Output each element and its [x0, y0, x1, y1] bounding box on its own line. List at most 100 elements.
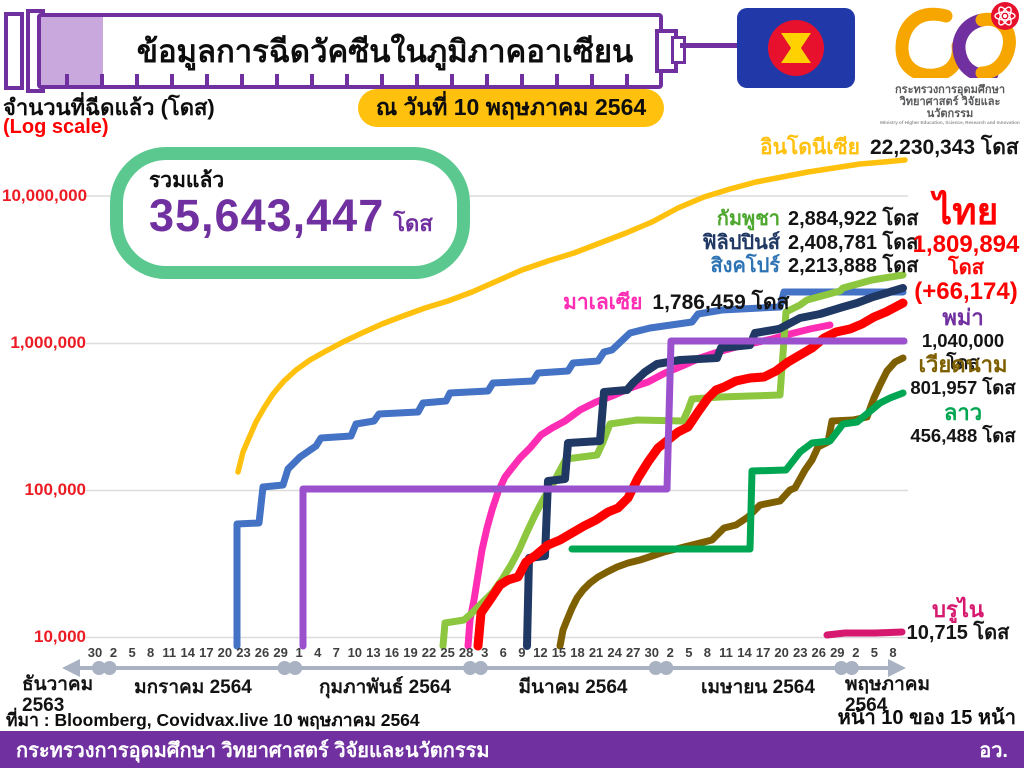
ministry-logo: กระทรวงการอุดมศึกษา วิทยาศาสตร์ วิจัยและ…: [878, 2, 1022, 125]
axis-month-dot: [92, 661, 106, 675]
total-doses-box: รวมแล้ว 35,643,447 โดส: [110, 147, 470, 279]
x-tick-day: 30: [87, 645, 103, 660]
line-thailand: [473, 298, 908, 651]
x-tick-day: 12: [533, 645, 548, 660]
x-tick-day: 16: [384, 645, 400, 660]
thailand-name: ไทย: [933, 191, 999, 232]
asean-flag: [737, 8, 855, 88]
x-tick-day: 15: [551, 645, 567, 660]
axis-month-dot: [473, 661, 488, 675]
laos-value: 456,488 โดส: [910, 425, 1016, 446]
x-tick-day: 9: [518, 645, 526, 660]
as-of-date-badge: ณ วันที่ 10 พฤษภาคม 2564: [358, 89, 664, 127]
myanmar-value: 1,040,000 โดส: [921, 330, 1005, 373]
month-may-2564: พฤษภาคม 2564: [845, 674, 930, 716]
x-tick-day: 23: [236, 645, 251, 660]
axis-month-dot: [648, 661, 663, 675]
x-axis-right-arrow: [888, 659, 906, 677]
x-tick-day: 24: [607, 645, 622, 660]
axis-month-dot: [463, 661, 478, 675]
month-april-2564: เมษายน 2564: [701, 677, 815, 698]
log-scale-note: (Log scale): [3, 116, 109, 138]
x-tick-day: 5: [128, 645, 136, 660]
label-vietnam: เวียดนาม 801,957 โดส: [903, 353, 1023, 399]
labels-cambodia-philippines-singapore: กัมพูชา 2,884,922 โดส ฟิลิปปินส์ 2,408,7…: [652, 208, 918, 279]
axis-month-dot: [102, 661, 117, 675]
x-tick-day: 6: [499, 645, 507, 660]
x-tick-day: 2: [666, 645, 674, 660]
syringe-plunger-end: [4, 12, 24, 90]
x-tick-day: 8: [703, 645, 712, 660]
line-myanmar: [299, 337, 908, 650]
x-tick-day: 8: [889, 645, 897, 660]
philippines-name: ฟิลิปปินส์: [702, 231, 780, 254]
line-vietnam: [556, 354, 907, 650]
malaysia-value: 1,786,459 โดส: [652, 291, 790, 314]
line-indonesia: [235, 157, 908, 475]
axis-month-dot: [844, 661, 859, 675]
total-unit: โดส: [393, 211, 433, 236]
x-tick-day: 5: [685, 645, 693, 660]
cambodia-name: กัมพูชา: [716, 208, 780, 230]
x-tick-day: 17: [199, 645, 214, 660]
x-tick-day: 20: [217, 645, 233, 660]
syringe-needle-base: [671, 36, 686, 64]
singapore-name: สิงคโปร์: [710, 255, 780, 277]
x-tick-day: 14: [180, 645, 196, 660]
x-tick-day: 4: [314, 645, 322, 660]
ministry-name-english: Ministry of Higher Education, Science, R…: [880, 120, 1020, 125]
line-laos: [568, 389, 907, 553]
label-indonesia: อินโดนีเซีย 22,230,343 โดส: [760, 131, 1019, 164]
page-number: หน้า 10 ของ 15 หน้า: [837, 707, 1016, 729]
x-tick-day: 17: [755, 645, 771, 660]
philippines-value: 2,408,781 โดส: [788, 231, 919, 254]
x-tick-day: 26: [254, 645, 270, 660]
x-tick-day: 14: [737, 645, 752, 660]
x-tick-day: 2: [109, 645, 118, 660]
ministry-name-line1: กระทรวงการอุดมศึกษา: [895, 84, 1005, 96]
label-laos: ลาว 456,488 โดส: [903, 401, 1023, 447]
x-tick-day: 3: [481, 645, 489, 660]
total-label: รวมแล้ว: [149, 169, 225, 192]
y-axis-title: จำนวนที่ฉีดแล้ว (โดส): [3, 95, 215, 120]
x-tick-day: 28: [458, 645, 474, 660]
singapore-value: 2,213,888 โดส: [788, 255, 919, 277]
axis-month-dot: [277, 661, 292, 675]
source-note: ที่มา : Bloomberg, Covidvax.live 10 พฤษภ…: [6, 710, 420, 730]
month-january-2564: มกราคม 2564: [134, 677, 252, 698]
x-tick-day: 1: [295, 645, 303, 660]
vietnam-name: เวียดนาม: [918, 352, 1008, 377]
y-tick-100k: 100,000: [24, 480, 86, 499]
syringe-fill: [41, 17, 103, 85]
x-axis-day-ticks: 30 2 5 8 11 14 17 20 23 26 29 1 4 7 10 13 16 19 22 25 28 3 6 9 1…: [0, 645, 1024, 660]
label-myanmar: พม่า 1,040,000 โดส: [903, 306, 1023, 374]
x-tick-day: 29: [830, 645, 845, 660]
x-tick-day: 27: [625, 645, 641, 660]
y-tick-10k: 10,000: [34, 627, 86, 646]
x-tick-day: 10: [347, 645, 363, 660]
month-boundary-dots: [92, 661, 859, 675]
ministry-name-line2: วิทยาศาสตร์ วิจัยและนวัตกรรม: [899, 96, 1001, 120]
x-tick-day: 30: [644, 645, 659, 660]
month-february-2564: กุมภาพันธ์ 2564: [319, 677, 451, 698]
x-tick-day: 18: [570, 645, 585, 660]
x-tick-day: 11: [162, 645, 177, 660]
month-march-2564: มีนาคม 2564: [518, 677, 628, 698]
x-tick-day: 19: [403, 645, 418, 660]
label-brunei: บรูไน 10,715 โดส: [893, 598, 1023, 645]
malaysia-name: มาเลเซีย: [563, 291, 643, 314]
x-tick-day: 13: [366, 645, 381, 660]
indonesia-value: 22,230,343 โดส: [869, 136, 1019, 159]
x-tick-day: 23: [792, 645, 808, 660]
syringe-scale-ticks: [65, 74, 631, 85]
footer-bar: กระทรวงการอุดมศึกษา วิทยาศาสตร์ วิจัยและ…: [0, 731, 1024, 768]
x-tick-day: 7: [332, 645, 340, 660]
month-december-2563: ธันวาคม 2563: [22, 674, 94, 716]
page-title: ข้อมูลการฉีดวัคซีนในภูมิภาคอาเซียน: [136, 34, 634, 69]
axis-month-dot: [834, 661, 849, 675]
x-tick-day: 8: [147, 645, 155, 660]
line-singapore: [233, 288, 907, 650]
brunei-value: 10,715 โดส: [906, 622, 1010, 644]
x-tick-day: 2: [852, 645, 860, 660]
